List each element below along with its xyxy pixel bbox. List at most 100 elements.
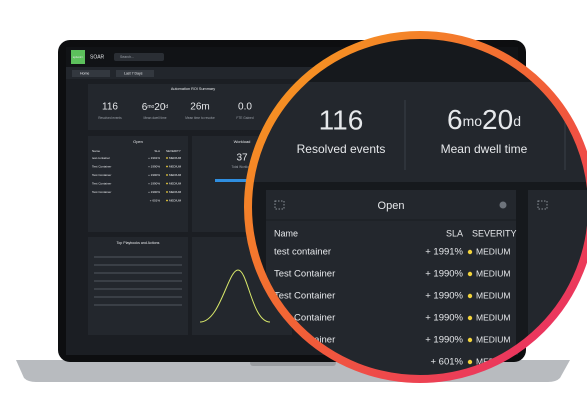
table-row-placeholder [94,304,182,306]
row-sla: + 1990% [148,181,160,185]
home-label: Home [80,71,89,75]
severity-dot [467,249,473,255]
value-part: d [165,104,168,110]
metric-label: Mean dwell time [143,116,166,120]
zoom-roi-panel [250,82,587,182]
row-severity: MEDIUM [169,181,182,185]
row-sla: + 601% [150,198,161,202]
zoom-row-sla: + 1991% [425,247,463,258]
zoom-row-severity: MEDIUM [476,290,510,300]
logo-text: splunk> [73,55,84,59]
severity-dot [166,157,168,159]
zoom-row-severity: MEDIUM [476,246,510,256]
zoom-row-sla: + 601% [431,357,464,368]
column-header: SEVERITY [166,149,181,153]
open-title: Open [133,139,143,144]
zoom-open-title: Open [378,200,405,212]
settings-icon [499,201,507,209]
workload-bar [215,179,265,182]
metric-value: 0.0 [238,102,252,113]
column-header: SLA [154,149,160,153]
zoom-row-name: Test Container [274,313,335,324]
row-severity: MEDIUM [169,190,182,194]
severity-dot [467,337,473,343]
row-name: Test Container [92,164,111,168]
severity-dot [467,315,473,321]
metric-label: Mean time to resolve [185,116,215,120]
zoom-metric-label: Mean dwell time [441,142,528,156]
row-severity: MEDIUM [169,156,182,160]
row-name: Test Container [92,181,111,185]
metric-value: 26m [190,102,209,113]
table-row-placeholder [94,280,182,282]
severity-dot [166,182,168,185]
roi-title: Automation ROI Summary [171,87,215,91]
table-row-placeholder [94,296,182,298]
metric-value: 6mo20d [142,102,169,113]
row-severity: MEDIUM [169,198,182,202]
chart-line [199,269,271,323]
table-row-placeholder [94,288,182,290]
row-sla: + 1990% [148,190,160,194]
zoom-column-header: Name [274,228,298,238]
workload-label: Total Workload [231,165,252,169]
workload-title: Workload [234,139,251,144]
severity-dot [166,199,168,202]
zoom-row-sla: + 1990% [425,335,463,346]
search-placeholder: Search... [120,55,134,59]
zoom-row-name: test container [274,247,331,258]
row-severity: MEDIUM [169,164,182,168]
zoom-row-sla: + 1990% [425,269,463,280]
open-panel [88,136,188,232]
severity-dot [467,293,473,299]
search-box [114,53,164,61]
range-label: Last 7 Days [124,71,143,75]
logo [71,50,85,64]
panel-grip-icon [537,200,548,210]
value-part: mo [463,113,483,129]
value-part: 6 [142,102,148,113]
value-part: mo [147,104,154,110]
metric-value: 116 [102,102,118,113]
severity-dot [166,165,168,168]
severity-dot [467,359,473,365]
zoom-row-name: Test Container [274,269,335,280]
row-sla: + 1991% [148,156,160,160]
zoom-metric-value: 116 [319,104,364,135]
playbooks-title: Top Playbooks and Actions [117,241,160,245]
zoom-row-sla: + 1990% [425,313,463,324]
magnifier-ring [244,31,587,383]
zoom-row-severity: MEDIUM [476,268,510,278]
home-select [72,70,110,77]
metric-label: Resolved events [98,116,122,120]
panel-grip-icon [274,200,285,210]
severity-dot [166,191,168,193]
value-part: 6 [447,104,463,135]
table-row-placeholder [94,264,182,266]
metric-label: FTE Gained [236,116,253,120]
column-header: Name [92,149,100,153]
table-row-placeholder [94,256,182,258]
row-sla: + 1990% [148,164,160,168]
value-part: d [513,113,521,129]
row-severity: MEDIUM [169,173,182,177]
row-name: Test Container [92,173,111,177]
zoom-column-header: SEVERITY [472,228,517,238]
zoom-metric-value: 6mo20d [447,104,521,135]
severity-dot [166,174,168,176]
zoom-row-severity: MEDIUM [476,334,510,344]
zoom-row-name: Test Container [274,291,335,302]
row-name: test container [92,156,110,160]
value-part: 20 [482,104,513,135]
zoom-row-severity: MEDIUM [476,312,510,322]
playbooks-panel [88,237,188,335]
value-part: 20 [154,102,166,113]
zoom-column-header: SLA [446,228,463,238]
zoom-metric-label: Resolved events [297,142,386,156]
row-name: Test Container [92,190,111,194]
row-sla: + 1990% [148,173,160,177]
roi-panel [88,84,298,130]
workload-value: 37 [236,153,248,164]
severity-dot [467,271,473,277]
